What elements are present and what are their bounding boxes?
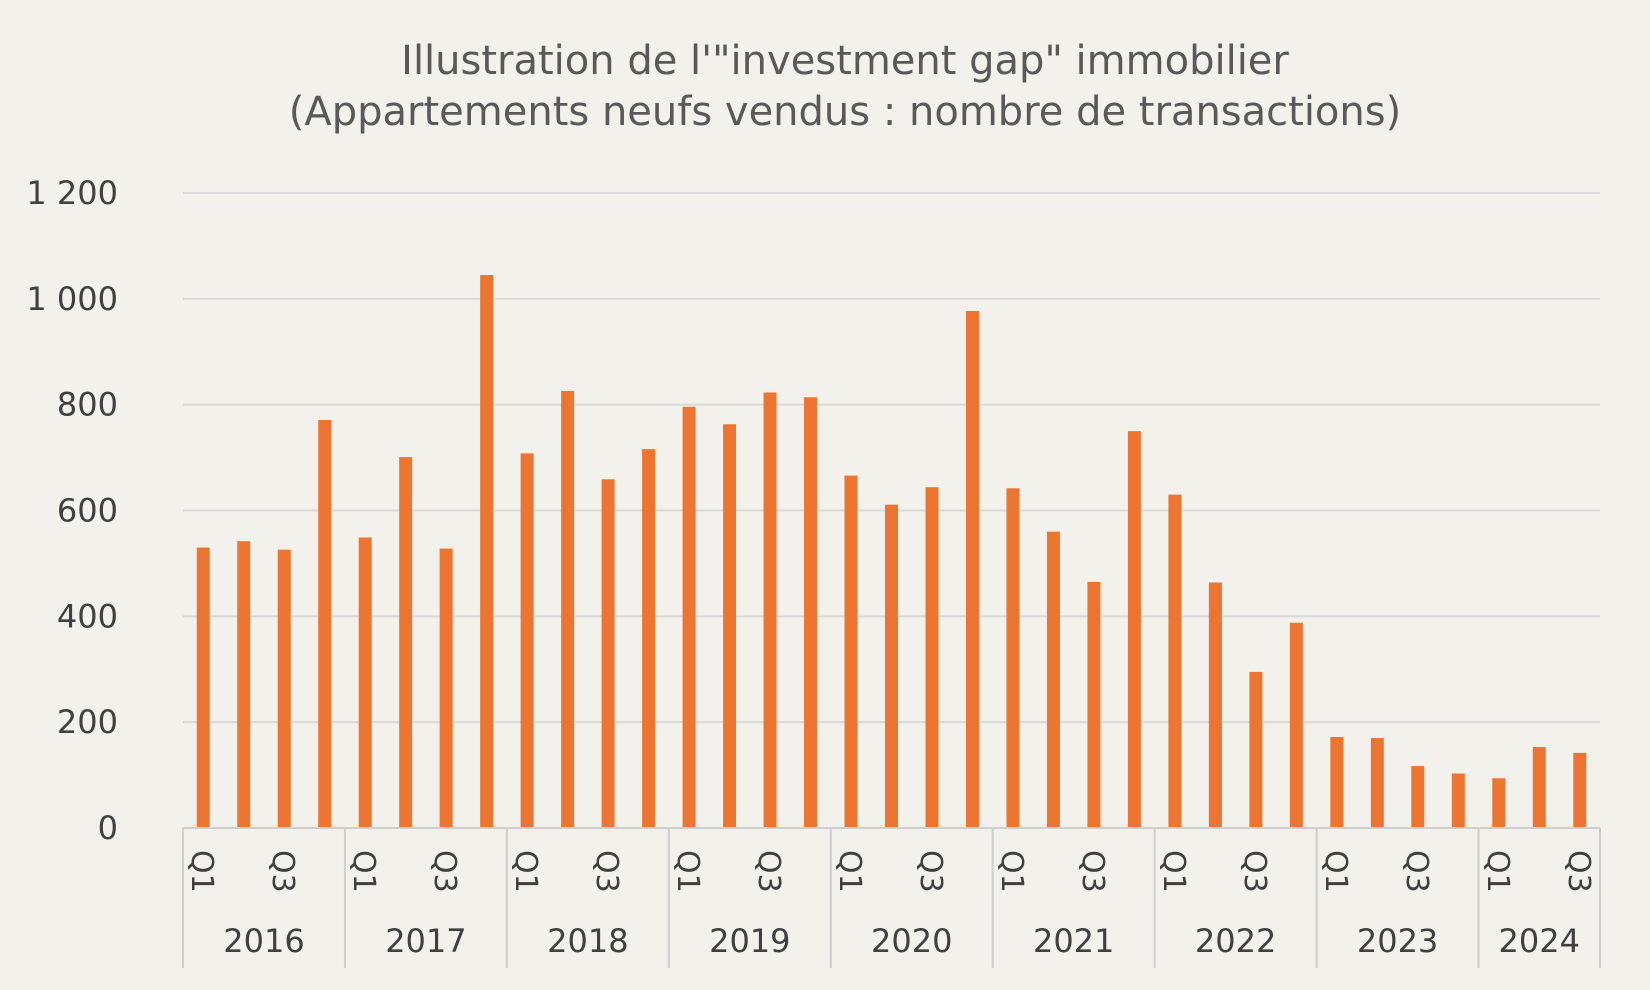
year-label: 2020: [871, 922, 952, 960]
quarter-label: Q3: [913, 850, 948, 893]
bar-2017-Q1: [358, 537, 372, 828]
bar-2024-Q3: [1573, 752, 1587, 828]
bar-2024-Q2: [1532, 747, 1546, 828]
bar-2016-Q1: [196, 547, 210, 828]
quarter-label: Q3: [1399, 850, 1434, 893]
y-axis-ticks: 0 200 400 600 800 1 000 1 200: [26, 174, 118, 847]
quarter-label: Q3: [427, 850, 462, 893]
y-tick-label: 1 200: [26, 174, 118, 212]
bar-2016-Q4: [318, 420, 332, 828]
bar-2021-Q1: [1006, 488, 1020, 828]
quarter-label: Q1: [346, 850, 381, 893]
quarter-label: Q1: [184, 850, 219, 893]
chart-title: Illustration de l'"investment gap" immob…: [401, 38, 1289, 84]
quarter-label: Q3: [589, 850, 624, 893]
year-label: 2023: [1357, 922, 1438, 960]
bar-2023-Q4: [1451, 773, 1465, 828]
year-label: 2019: [709, 922, 790, 960]
bar-2023-Q3: [1411, 766, 1425, 828]
year-label: 2022: [1195, 922, 1276, 960]
quarter-label: Q1: [1318, 850, 1353, 893]
y-tick-label: 400: [57, 597, 118, 635]
bar-2021-Q3: [1087, 581, 1101, 828]
bar-2020-Q2: [885, 504, 898, 828]
bar-2023-Q2: [1370, 738, 1384, 828]
year-label: 2018: [547, 922, 628, 960]
bar-2020-Q3: [925, 487, 939, 828]
bar-2022-Q3: [1249, 671, 1263, 828]
bar-2020-Q1: [844, 475, 858, 828]
y-tick-label: 0: [98, 809, 118, 847]
quarter-label: Q3: [1075, 850, 1110, 893]
year-label: 2017: [385, 922, 466, 960]
bar-2016-Q2: [237, 541, 251, 828]
quarter-label: Q1: [508, 850, 543, 893]
bar-2022-Q4: [1289, 622, 1303, 828]
bar-2017-Q4: [480, 275, 494, 828]
bar-2021-Q2: [1046, 531, 1060, 828]
quarter-label: Q3: [751, 850, 786, 893]
quarter-label: Q1: [832, 850, 867, 893]
bars: [196, 275, 1587, 829]
bar-2018-Q2: [561, 390, 575, 828]
quarter-label: Q1: [1480, 850, 1515, 893]
quarter-label: Q1: [1156, 850, 1191, 893]
bar-2024-Q1: [1492, 778, 1506, 828]
bar-2019-Q3: [763, 392, 777, 828]
bar-2017-Q3: [439, 548, 453, 828]
year-label: 2016: [223, 922, 304, 960]
bar-2018-Q1: [520, 453, 534, 828]
bar-2018-Q3: [601, 479, 615, 828]
chart-subtitle: (Appartements neufs vendus : nombre de t…: [289, 89, 1401, 135]
y-tick-label: 600: [57, 492, 118, 530]
quarter-label: Q3: [265, 850, 300, 893]
y-tick-label: 200: [57, 703, 118, 741]
bar-2020-Q4: [965, 311, 979, 829]
bar-2016-Q3: [277, 549, 291, 828]
quarter-label: Q3: [1237, 850, 1272, 893]
bar-2018-Q4: [642, 449, 656, 828]
bar-2022-Q1: [1168, 494, 1182, 828]
bar-2019-Q4: [804, 397, 818, 828]
y-tick-label: 1 000: [26, 280, 118, 318]
quarter-label: Q1: [670, 850, 705, 893]
bar-2019-Q2: [723, 424, 737, 828]
bar-2022-Q2: [1208, 582, 1222, 828]
year-label: 2021: [1033, 922, 1114, 960]
year-label: 2024: [1499, 922, 1580, 960]
bar-2021-Q4: [1127, 431, 1141, 828]
bar-2017-Q2: [399, 457, 413, 828]
bar-2019-Q1: [682, 406, 696, 828]
y-tick-label: 800: [57, 386, 118, 424]
quarter-label: Q1: [994, 850, 1029, 893]
bar-2023-Q1: [1330, 736, 1344, 828]
quarter-label: Q3: [1561, 850, 1596, 893]
